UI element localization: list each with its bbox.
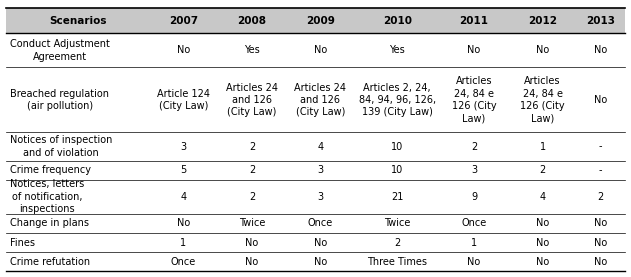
Text: Articles 2, 24,
84, 94, 96, 126,
139 (City Law): Articles 2, 24, 84, 94, 96, 126, 139 (Ci… (358, 83, 436, 117)
Text: Conduct Adjustment
Agreement: Conduct Adjustment Agreement (10, 39, 110, 62)
Text: Once: Once (171, 257, 196, 267)
Text: Articles
24, 84 e
126 (City
Law): Articles 24, 84 e 126 (City Law) (520, 76, 565, 124)
Text: 2: 2 (249, 142, 255, 152)
Text: No: No (536, 257, 549, 267)
Text: Yes: Yes (244, 45, 260, 55)
Text: No: No (536, 45, 549, 55)
Text: 2: 2 (598, 192, 604, 202)
Text: No: No (594, 218, 608, 229)
Text: 2007: 2007 (169, 16, 198, 26)
Text: 5: 5 (180, 165, 187, 175)
Text: 1: 1 (471, 238, 477, 248)
Text: 3: 3 (180, 142, 187, 152)
Text: No: No (177, 45, 190, 55)
Text: Scenarios: Scenarios (49, 16, 107, 26)
Text: Twice: Twice (384, 218, 411, 229)
Text: No: No (314, 45, 327, 55)
Text: No: No (314, 238, 327, 248)
Text: 1: 1 (540, 142, 546, 152)
Text: Once: Once (461, 218, 487, 229)
Text: 2: 2 (249, 192, 255, 202)
Text: No: No (594, 45, 608, 55)
Text: Crime refutation: Crime refutation (10, 257, 90, 267)
Text: Yes: Yes (389, 45, 405, 55)
Text: 3: 3 (471, 165, 477, 175)
Text: No: No (536, 218, 549, 229)
Text: Breached regulation
(air pollution): Breached regulation (air pollution) (10, 89, 109, 111)
Text: No: No (594, 257, 608, 267)
Text: Article 124
(City Law): Article 124 (City Law) (157, 89, 210, 111)
Bar (6, 8, 625, 34)
Text: No: No (468, 45, 481, 55)
Text: No: No (177, 218, 190, 229)
Text: 2012: 2012 (528, 16, 557, 26)
Text: Change in plans: Change in plans (10, 218, 89, 229)
Text: 2: 2 (249, 165, 255, 175)
Text: 10: 10 (391, 142, 403, 152)
Text: Three Times: Three Times (367, 257, 427, 267)
Text: No: No (314, 257, 327, 267)
Text: 4: 4 (317, 142, 324, 152)
Text: Articles
24, 84 e
126 (City
Law): Articles 24, 84 e 126 (City Law) (452, 76, 497, 124)
Text: 2010: 2010 (383, 16, 412, 26)
Text: Once: Once (308, 218, 333, 229)
Text: 4: 4 (540, 192, 546, 202)
Text: 3: 3 (317, 192, 324, 202)
Text: No: No (594, 238, 608, 248)
Text: 1: 1 (180, 238, 187, 248)
Text: 2013: 2013 (586, 16, 615, 26)
Text: No: No (245, 257, 259, 267)
Text: 9: 9 (471, 192, 477, 202)
Text: Articles 24
and 126
(City Law): Articles 24 and 126 (City Law) (226, 83, 278, 117)
Text: 2008: 2008 (237, 16, 266, 26)
Text: No: No (536, 238, 549, 248)
Text: 2009: 2009 (306, 16, 335, 26)
Text: 2011: 2011 (459, 16, 488, 26)
Text: No: No (468, 257, 481, 267)
Text: -: - (599, 165, 603, 175)
Text: Twice: Twice (239, 218, 265, 229)
Text: Articles 24
and 126
(City Law): Articles 24 and 126 (City Law) (295, 83, 346, 117)
Text: No: No (245, 238, 259, 248)
Text: Fines: Fines (10, 238, 35, 248)
Text: 4: 4 (180, 192, 187, 202)
Text: 2: 2 (394, 238, 401, 248)
Text: Notices of inspection
and of violation: Notices of inspection and of violation (10, 135, 112, 158)
Text: 2: 2 (471, 142, 477, 152)
Text: Crime frequency: Crime frequency (10, 165, 91, 175)
Text: 10: 10 (391, 165, 403, 175)
Text: 21: 21 (391, 192, 403, 202)
Text: No: No (594, 95, 608, 105)
Text: Notices, letters
of notification,
inspections: Notices, letters of notification, inspec… (10, 179, 85, 214)
Text: -: - (599, 142, 603, 152)
Text: 2: 2 (540, 165, 546, 175)
Text: 3: 3 (317, 165, 324, 175)
